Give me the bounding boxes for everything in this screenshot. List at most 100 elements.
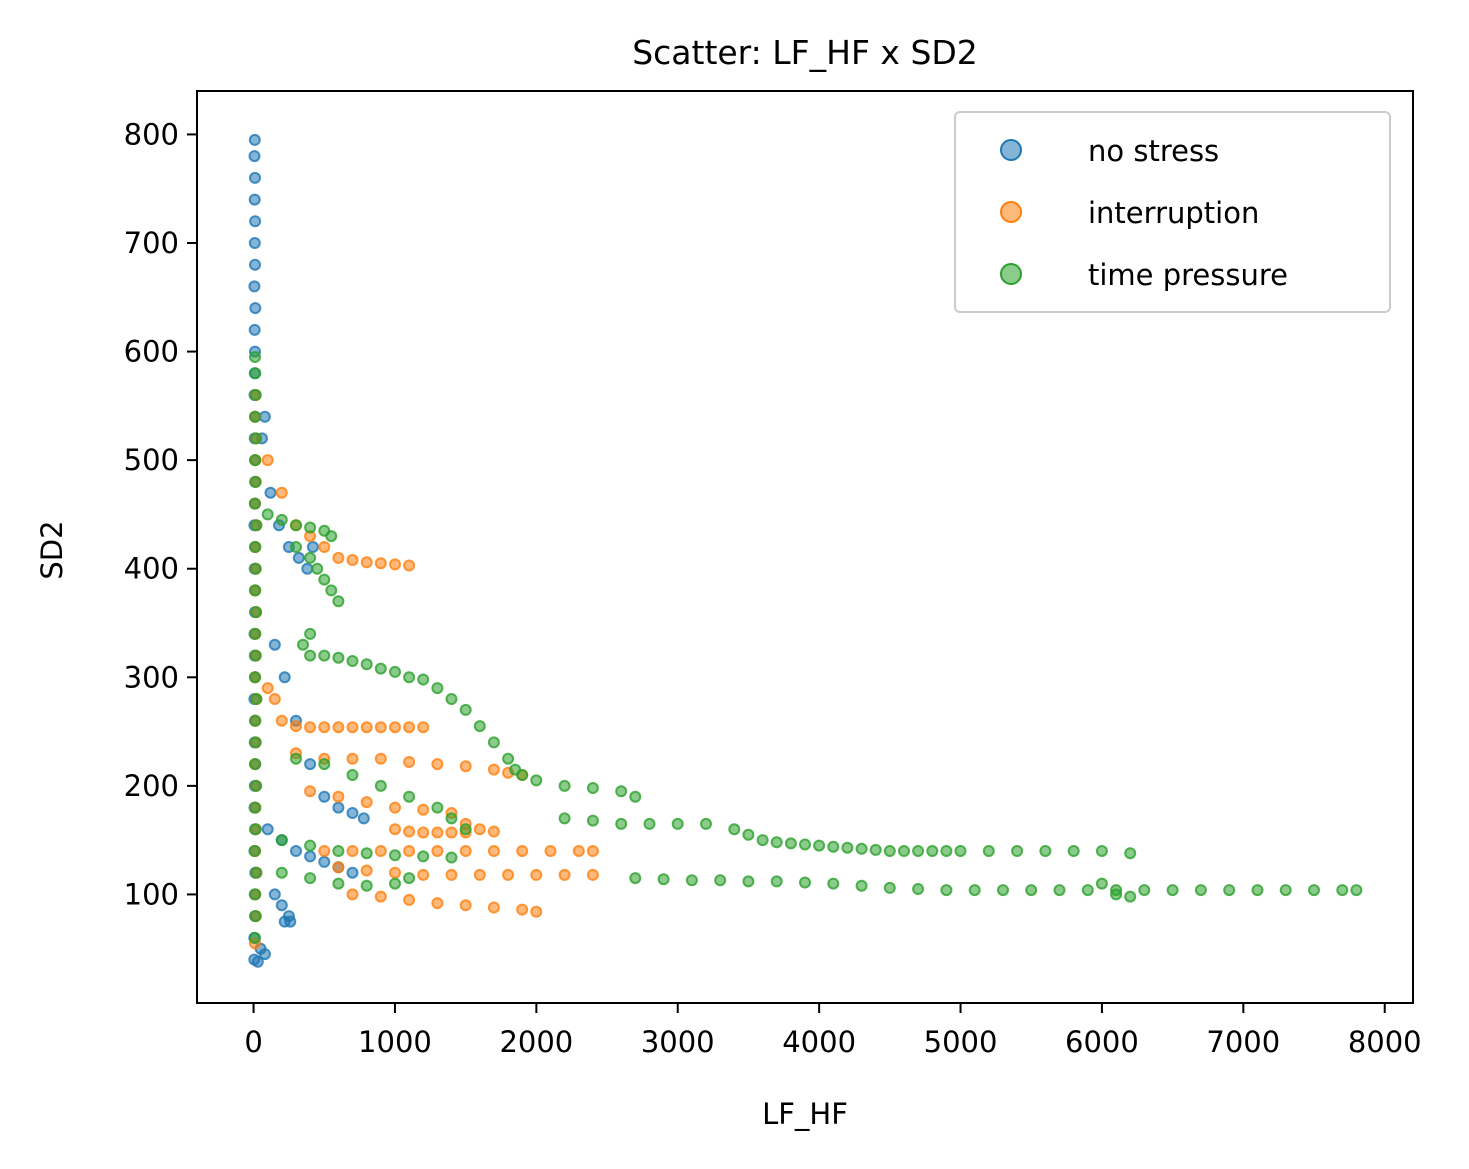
point-time-pressure: [473, 720, 486, 733]
point-time-pressure: [249, 351, 261, 363]
x-tick-label: 4000: [782, 1025, 856, 1059]
point-time-pressure: [325, 584, 338, 597]
legend-label-no-stress: no stress: [1088, 134, 1219, 168]
point-time-pressure: [827, 877, 840, 890]
legend-label-time-pressure: time pressure: [1088, 258, 1288, 292]
point-interruption: [487, 825, 500, 838]
point-interruption: [389, 558, 401, 571]
point-time-pressure: [249, 367, 262, 380]
point-time-pressure: [249, 888, 262, 901]
point-time-pressure: [297, 638, 309, 651]
point-interruption: [389, 801, 401, 814]
point-time-pressure: [1011, 845, 1024, 857]
point-interruption: [261, 682, 274, 695]
y-tick-label: 600: [124, 335, 179, 369]
point-time-pressure: [954, 845, 967, 857]
chart-title: Scatter: LF_HF x SD2: [632, 33, 978, 72]
point-time-pressure: [403, 872, 416, 885]
point-time-pressure: [275, 834, 288, 847]
x-tick-label: 3000: [641, 1025, 715, 1059]
point-time-pressure: [250, 779, 263, 792]
point-time-pressure: [249, 497, 261, 510]
point-interruption: [346, 845, 359, 857]
point-time-pressure: [249, 475, 262, 488]
point-time-pressure: [685, 874, 698, 887]
point-time-pressure: [249, 562, 262, 575]
point-interruption: [374, 557, 387, 570]
point-time-pressure: [1124, 847, 1137, 860]
point-interruption: [530, 868, 543, 881]
point-time-pressure: [1053, 884, 1066, 897]
point-time-pressure: [431, 682, 444, 695]
legend-label-interruption: interruption: [1088, 196, 1259, 230]
point-time-pressure: [459, 703, 472, 716]
legend-marker-time-pressure: [1000, 263, 1022, 285]
point-time-pressure: [968, 884, 981, 897]
point-time-pressure: [374, 779, 387, 792]
point-interruption: [360, 721, 373, 734]
point-time-pressure: [360, 847, 373, 860]
point-time-pressure: [643, 817, 656, 830]
point-time-pressure: [250, 519, 263, 532]
point-interruption: [431, 826, 444, 839]
point-interruption: [417, 721, 430, 734]
point-time-pressure: [586, 814, 599, 827]
point-time-pressure: [586, 782, 599, 794]
point-time-pressure: [487, 736, 500, 749]
point-time-pressure: [799, 876, 811, 889]
point-time-pressure: [883, 845, 896, 857]
point-time-pressure: [389, 665, 401, 678]
point-no-stress: [346, 807, 359, 819]
point-interruption: [487, 901, 500, 914]
point-time-pressure: [558, 779, 571, 792]
point-time-pressure: [869, 843, 882, 856]
point-time-pressure: [813, 839, 826, 852]
point-no-stress: [290, 845, 302, 857]
point-time-pressure: [883, 881, 896, 894]
legend-marker-interruption: [1000, 201, 1022, 223]
point-time-pressure: [249, 758, 261, 771]
point-time-pressure: [841, 841, 854, 854]
point-interruption: [374, 752, 387, 765]
point-interruption: [459, 845, 472, 857]
point-time-pressure: [249, 454, 262, 467]
y-tick-label: 300: [124, 660, 179, 694]
point-time-pressure: [742, 875, 755, 888]
point-interruption: [304, 721, 317, 734]
point-interruption: [374, 721, 387, 734]
point-interruption: [459, 760, 472, 773]
point-interruption: [346, 752, 359, 765]
point-time-pressure: [1110, 888, 1123, 901]
point-time-pressure: [1251, 884, 1264, 897]
point-no-stress: [249, 258, 261, 271]
point-interruption: [516, 903, 529, 916]
point-time-pressure: [249, 541, 262, 553]
point-time-pressure: [1138, 884, 1151, 897]
point-no-stress: [301, 562, 314, 575]
point-interruption: [403, 825, 416, 838]
point-time-pressure: [1279, 884, 1292, 897]
point-interruption: [558, 868, 571, 881]
point-no-stress: [248, 323, 261, 336]
point-time-pressure: [530, 774, 543, 787]
point-interruption: [431, 897, 444, 910]
point-time-pressure: [629, 872, 642, 885]
point-no-stress: [248, 280, 261, 293]
point-interruption: [403, 845, 416, 857]
point-time-pressure: [360, 879, 373, 892]
point-interruption: [487, 845, 500, 857]
y-tick-label: 800: [124, 117, 179, 151]
point-interruption: [403, 756, 416, 768]
point-no-stress: [258, 948, 271, 961]
point-time-pressure: [1124, 890, 1137, 903]
point-time-pressure: [304, 839, 317, 852]
point-time-pressure: [389, 849, 401, 862]
point-time-pressure: [261, 508, 274, 521]
x-tick-label: 6000: [1065, 1025, 1139, 1059]
point-interruption: [586, 845, 599, 857]
point-time-pressure: [249, 671, 261, 684]
point-interruption: [417, 826, 430, 839]
point-time-pressure: [714, 874, 727, 887]
point-time-pressure: [1081, 884, 1094, 897]
